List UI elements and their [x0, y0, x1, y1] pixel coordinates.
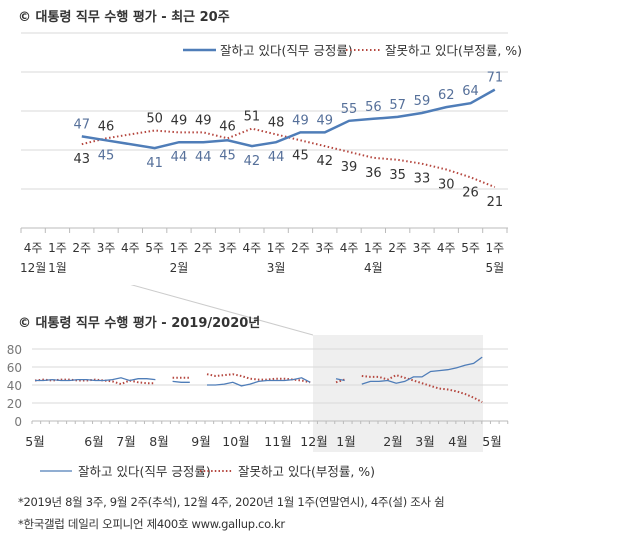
positive-data-label: 49 [316, 113, 333, 128]
positive-data-label: 49 [292, 113, 309, 128]
positive-data-label: 44 [171, 150, 188, 165]
y-tick-label: 20 [7, 397, 22, 411]
x-tick-label: 4주 [121, 241, 140, 255]
x-tick-label: 4주 [437, 241, 456, 255]
x-tick-label: 4주 [24, 241, 43, 255]
negative-data-label: 21 [487, 195, 504, 210]
month-label: 2월 [383, 434, 402, 449]
positive-data-label: 41 [146, 156, 163, 171]
negative-data-label: 49 [171, 113, 188, 128]
x-tick-label: 1주 [486, 241, 505, 255]
recent-period-highlight [313, 335, 483, 452]
month-label: 12월 [300, 434, 327, 449]
month-label: 7월 [116, 434, 135, 449]
positive-data-label: 64 [462, 84, 479, 99]
month-label: 9월 [191, 434, 210, 449]
negative-series-line [34, 373, 483, 403]
x-tick-label: 3주 [218, 241, 237, 255]
negative-series-line [81, 127, 496, 189]
legend-negative-label: 잘못하고 있다(부정률, %) [385, 43, 522, 58]
positive-data-label: 45 [219, 148, 236, 163]
yearly-chart: © 대통령 직무 수행 평가 - 2019/2020년 0 20 40 60 80 5월 6월… [7, 285, 509, 479]
month-label: 3월 [267, 261, 286, 275]
negative-data-label: 49 [195, 113, 212, 128]
x-tick-label: 4주 [243, 241, 262, 255]
month-label: 8월 [149, 434, 168, 449]
month-label: 1월 [48, 261, 67, 275]
x-tick-label: 1주 [364, 241, 383, 255]
zoom-connector-line [130, 285, 314, 336]
positive-data-label: 57 [389, 98, 406, 113]
legend-negative-label: 잘못하고 있다(부정률, %) [238, 464, 375, 479]
positive-data-label: 62 [438, 88, 455, 103]
month-label: 5월 [482, 434, 501, 449]
footnote-source: *한국갤럽 데일리 오피니언 제400호 www.gallup.co.kr [18, 517, 285, 531]
x-tick-label: 1주 [48, 241, 67, 255]
x-tick-label: 2주 [194, 241, 213, 255]
x-tick-label: 3주 [97, 241, 116, 255]
x-tick-label: 3주 [315, 241, 334, 255]
y-tick-label: 0 [14, 415, 22, 429]
month-label: 2월 [170, 261, 189, 275]
y-tick-label: 80 [7, 343, 22, 357]
negative-data-label: 35 [389, 168, 406, 183]
negative-data-label: 43 [73, 152, 90, 167]
month-label: 5월 [486, 261, 505, 275]
negative-data-label: 26 [462, 185, 479, 200]
month-label: 1월 [336, 434, 355, 449]
month-label: 12월 [20, 261, 46, 275]
x-tick-label: 4주 [340, 241, 359, 255]
positive-data-label: 56 [365, 100, 382, 115]
x-tick-label: 1주 [267, 241, 286, 255]
positive-data-label: 44 [195, 150, 212, 165]
chart-title: © 대통령 직무 수행 평가 - 2019/2020년 [18, 315, 260, 331]
x-tick-label: 2주 [388, 241, 407, 255]
positive-data-label: 45 [98, 148, 115, 163]
positive-data-label: 55 [341, 102, 358, 117]
negative-data-label: 46 [219, 119, 236, 134]
x-tick-label: 2주 [72, 241, 91, 255]
negative-data-label: 46 [98, 119, 115, 134]
legend-positive-label: 잘하고 있다(직무 긍정률) [78, 464, 211, 479]
month-label: 4월 [448, 434, 467, 449]
x-tick-label: 2주 [291, 241, 310, 255]
negative-data-label: 48 [268, 115, 285, 130]
x-tick-label: 5주 [461, 241, 480, 255]
legend-positive-label: 잘하고 있다(직무 긍정률) [220, 43, 353, 58]
negative-data-label: 42 [316, 154, 333, 169]
negative-data-label: 30 [438, 178, 455, 193]
month-label: 5월 [25, 434, 44, 449]
positive-series-line [81, 88, 496, 150]
positive-data-label: 42 [244, 154, 261, 169]
x-tick-label: 5주 [145, 241, 164, 255]
x-tick-label: 1주 [170, 241, 189, 255]
negative-data-label: 50 [146, 112, 163, 127]
chart-title: © 대통령 직무 수행 평가 - 최근 20주 [18, 9, 230, 25]
month-label: 11월 [264, 434, 291, 449]
positive-data-label: 71 [487, 71, 504, 86]
recent-20-weeks-chart: © 대통령 직무 수행 평가 - 최근 20주 4주 1주 2주 3주 4주 5주 1주 2주 3… [18, 9, 522, 275]
month-label: 4월 [364, 261, 383, 275]
negative-data-label: 51 [244, 110, 261, 125]
negative-data-label: 33 [414, 172, 431, 187]
month-label: 6월 [84, 434, 103, 449]
positive-data-label: 44 [268, 150, 285, 165]
positive-data-label: 59 [414, 94, 431, 109]
month-label: 10월 [222, 434, 249, 449]
month-label: 3월 [415, 434, 434, 449]
y-tick-label: 60 [7, 361, 22, 375]
negative-data-label: 39 [341, 160, 358, 175]
y-tick-label: 40 [7, 379, 22, 393]
positive-data-label: 47 [73, 117, 90, 132]
negative-data-label: 36 [365, 166, 382, 181]
positive-series-line [35, 356, 483, 387]
x-tick-label: 3주 [413, 241, 432, 255]
negative-data-label: 45 [292, 148, 309, 163]
footnote-survey-gaps: *2019년 8월 3주, 9월 2주(추석), 12월 4주, 2020년 1… [18, 495, 445, 509]
